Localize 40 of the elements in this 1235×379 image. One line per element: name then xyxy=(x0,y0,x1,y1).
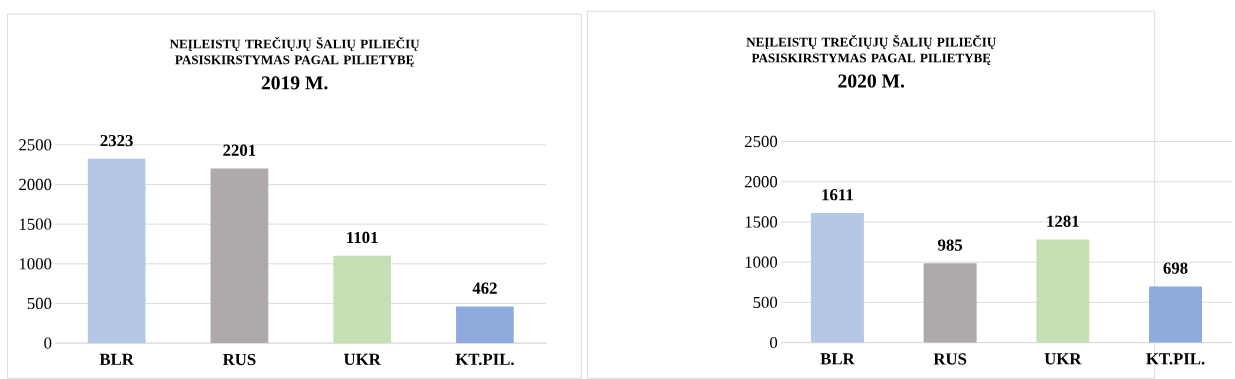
x-tick-label: KT.PIL. xyxy=(1146,353,1205,365)
y-tick-label: 500 xyxy=(27,297,52,310)
data-label: 985 xyxy=(938,239,963,251)
x-tick-label: UKR xyxy=(343,353,381,366)
bar xyxy=(456,306,514,344)
y-tick-label: 1500 xyxy=(745,216,778,228)
x-tick-label: BLR xyxy=(820,353,855,365)
bar xyxy=(1036,239,1090,343)
chart-title: NEĮLEISTŲ TREČIŲJŲ ŠALIŲ PILIEČIŲ PASISKIRSTYMAS PAGAL PILIETYBĘ xyxy=(746,35,996,66)
y-tick-label: 0 xyxy=(44,337,52,349)
bar xyxy=(333,255,392,344)
data-label: 1101 xyxy=(347,231,378,244)
y-tick-label: 2500 xyxy=(19,139,52,151)
data-label: 1281 xyxy=(1047,215,1079,228)
y-tick-label: 2500 xyxy=(744,135,778,148)
x-tick-label: BLR xyxy=(99,353,135,365)
y-tick-label: 1000 xyxy=(745,256,778,268)
y-tick-label: 2000 xyxy=(19,178,52,191)
y-tick-label: 1500 xyxy=(19,218,52,230)
bar xyxy=(923,263,977,343)
bar xyxy=(210,168,269,344)
data-label: 2201 xyxy=(223,144,256,156)
data-label: 698 xyxy=(1163,262,1188,274)
y-tick-label: 1000 xyxy=(19,258,52,270)
bar xyxy=(87,158,146,344)
bar xyxy=(1149,286,1203,343)
chart-subtitle: 2020 M. xyxy=(838,74,905,88)
bar xyxy=(810,213,864,343)
y-tick-label: 500 xyxy=(753,296,778,309)
x-tick-label: UKR xyxy=(1044,353,1082,365)
data-label: 2323 xyxy=(100,135,133,147)
chart-subtitle: 2019 M. xyxy=(261,76,328,90)
x-tick-label: KT.PIL. xyxy=(455,353,514,366)
data-label: 1611 xyxy=(822,189,853,201)
data-label: 462 xyxy=(472,282,497,294)
y-tick-label: 0 xyxy=(770,337,778,349)
y-tick-label: 2000 xyxy=(744,176,778,188)
x-tick-label: RUS xyxy=(222,353,256,366)
chart-title: NEĮLEISTŲ TREČIŲJŲ ŠALIŲ PILIEČIŲ PASISKIRSTYMAS PAGAL PILIETYBĘ xyxy=(169,37,420,67)
x-tick-label: RUS xyxy=(933,353,967,365)
